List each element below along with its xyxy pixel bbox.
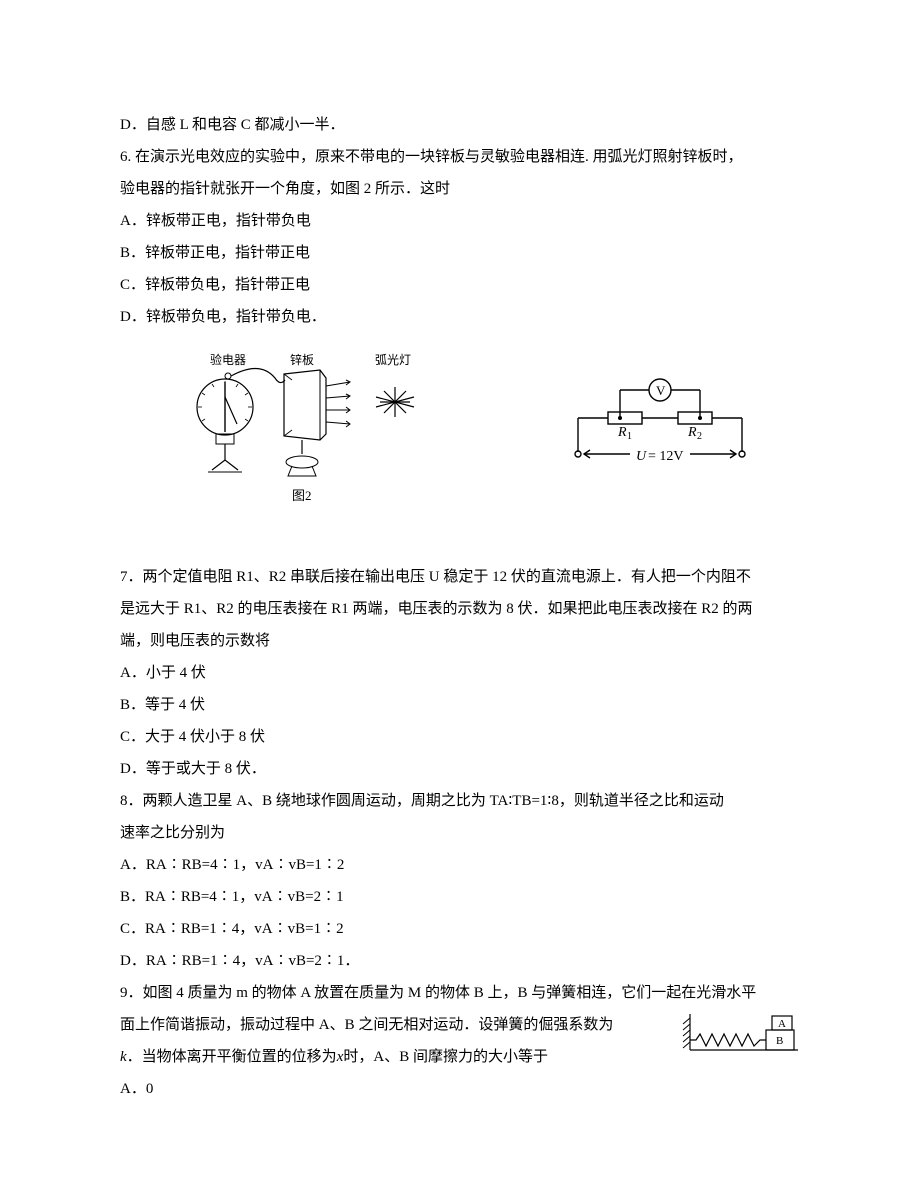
arc-lamp-icon: [376, 387, 414, 417]
voltmeter-label: V: [656, 383, 666, 398]
r1-label: R: [617, 425, 627, 440]
q6-option-d: D．锌板带负电，指针带负电．: [120, 302, 800, 332]
r2-resistor-icon: [678, 412, 712, 424]
r2-sub: 2: [697, 431, 702, 442]
label-arc: 弧光灯: [375, 353, 411, 367]
q8-stem-1: 8．两颗人造卫星 A、B 绕地球作圆周运动，周期之比为 TA∶TB=1∶8，则轨…: [120, 786, 800, 816]
figures-row: 验电器 锌板 弧光灯: [180, 352, 760, 512]
photoelectron-arrows: [326, 380, 350, 427]
r1-resistor-icon: [608, 412, 642, 424]
q7-stem-3: 端，则电压表的示数将: [120, 626, 800, 656]
q8-option-c: C．RA∶RB=1∶4，vA∶vB=1∶2: [120, 914, 800, 944]
q9-option-a: A．0: [120, 1074, 800, 1104]
q9-stem-2-row: A B 面上作简谐振动，振动过程中 A、B 之间无相对运动．设弹簧的倔强系数为: [120, 1010, 800, 1040]
connecting-wire: [231, 368, 285, 382]
electroscope-tripod: [212, 460, 238, 470]
q9-stem-2: 面上作简谐振动，振动过程中 A、B 之间无相对运动．设弹簧的倔强系数为: [120, 1017, 613, 1033]
figure-2-caption: 图2: [292, 488, 312, 503]
u-eq: = 12V: [648, 449, 684, 464]
label-zinc: 锌板: [290, 353, 314, 367]
electroscope-top-ball: [225, 373, 231, 379]
q6-option-a: A．锌板带正电，指针带负电: [120, 206, 800, 236]
q8-stem-2: 速率之比分别为: [120, 818, 800, 848]
zinc-stand-top: [286, 456, 318, 468]
q7-stem-1: 7．两个定值电阻 R1、R2 串联后接在输出电压 U 稳定于 12 伏的直流电源…: [120, 562, 800, 592]
r1-sub: 1: [627, 431, 632, 442]
q5-option-d: D．自感 L 和电容 C 都减小一半．: [120, 110, 800, 140]
figure-2-diagram: 验电器 锌板 弧光灯: [180, 352, 450, 512]
var-k: k: [120, 1049, 127, 1065]
block-b-label: B: [776, 1035, 783, 1047]
r2-label: R: [687, 425, 697, 440]
q7-option-d: D．等于或大于 8 伏．: [120, 754, 800, 784]
q8-option-b: B．RA∶RB=4∶1，vA∶vB=2∶1: [120, 882, 800, 912]
q6-stem-2: 验电器的指针就张开一个角度，如图 2 所示．这时: [120, 174, 800, 204]
electroscope-needle: [225, 397, 237, 424]
q7-option-a: A．小于 4 伏: [120, 658, 800, 688]
q8-option-a: A．RA∶RB=4∶1，vA∶vB=1∶2: [120, 850, 800, 880]
circuit-diagram: V R 1 R 2 U = 12V: [560, 372, 760, 492]
q7-stem-2: 是远大于 R1、R2 的电压表接在 R1 两端，电压表的示数为 8 伏．如果把此…: [120, 594, 800, 624]
q9-stem-3b: 时，A、B 间摩擦力的大小等于: [343, 1049, 548, 1065]
q6-stem-1: 6. 在演示光电效应的实验中，原来不带电的一块锌板与灵敏验电器相连. 用弧光灯照…: [120, 142, 800, 172]
spring-block-diagram: A B: [680, 1010, 800, 1055]
q8-option-d: D．RA∶RB=1∶4，vA∶vB=2∶1．: [120, 946, 800, 976]
label-electroscope: 验电器: [210, 352, 246, 367]
q6-option-b: B．锌板带正电，指针带正电: [120, 238, 800, 268]
q7-option-b: B．等于 4 伏: [120, 690, 800, 720]
u-label: U: [636, 449, 647, 464]
q6-option-c: C．锌板带负电，指针带正电: [120, 270, 800, 300]
q7-option-c: C．大于 4 伏小于 8 伏: [120, 722, 800, 752]
q9-stem-3a: ．当物体离开平衡位置的位移为: [127, 1049, 337, 1065]
block-a-label: A: [778, 1018, 786, 1030]
q9-stem-1: 9．如图 4 质量为 m 的物体 A 放置在质量为 M 的物体 B 上，B 与弹…: [120, 978, 800, 1008]
